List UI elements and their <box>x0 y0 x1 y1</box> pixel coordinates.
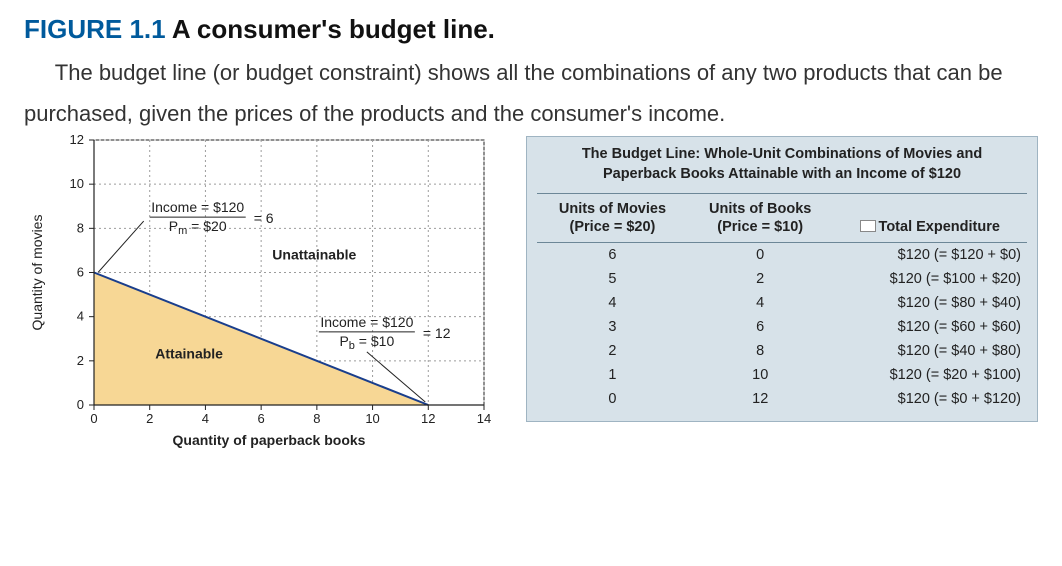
budget-chart: 0 2 4 6 8 10 12 14 0 2 4 6 8 10 12 Quantity of paperbac… <box>24 130 504 460</box>
cell-movies: 2 <box>537 339 688 363</box>
cell-movies: 4 <box>537 291 688 315</box>
cell-books: 4 <box>688 291 833 315</box>
col-movies-h1: Units of Movies <box>559 201 666 217</box>
budget-table-wrap: The Budget Line: Whole-Unit Combinations… <box>526 136 1038 421</box>
table-row: 60$120 (= $120 + $0) <box>537 242 1027 267</box>
cell-total: $120 (= $120 + $0) <box>833 242 1028 267</box>
col-movies-header: Units of Movies (Price = $20) <box>537 194 688 243</box>
svg-text:= 12: = 12 <box>423 325 451 341</box>
cell-total: $120 (= $80 + $40) <box>833 291 1028 315</box>
col-total-h1: Total Expenditure <box>879 219 1000 235</box>
table-row: 28$120 (= $40 + $80) <box>537 339 1027 363</box>
svg-text:12: 12 <box>421 411 435 426</box>
svg-text:Attainable: Attainable <box>155 346 223 362</box>
table-row: 012$120 (= $0 + $120) <box>537 387 1027 411</box>
svg-text:0: 0 <box>90 411 97 426</box>
col-books-h2: (Price = $10) <box>692 218 829 236</box>
svg-text:= 6: = 6 <box>254 210 274 226</box>
legend-swatch-icon <box>860 220 876 232</box>
svg-text:Unattainable: Unattainable <box>272 247 356 263</box>
svg-text:10: 10 <box>365 411 379 426</box>
cell-movies: 1 <box>537 363 688 387</box>
cell-books: 10 <box>688 363 833 387</box>
cell-movies: 3 <box>537 315 688 339</box>
svg-text:Income = $120: Income = $120 <box>320 314 413 330</box>
figure-caption: The budget line (or budget constraint) s… <box>24 53 1038 134</box>
svg-text:4: 4 <box>202 411 209 426</box>
table-row: 36$120 (= $60 + $60) <box>537 315 1027 339</box>
cell-movies: 5 <box>537 267 688 291</box>
svg-text:10: 10 <box>70 177 84 192</box>
svg-text:6: 6 <box>258 411 265 426</box>
svg-text:8: 8 <box>77 221 84 236</box>
svg-text:12: 12 <box>70 132 84 147</box>
col-books-header: Units of Books (Price = $10) <box>688 194 833 243</box>
cell-books: 12 <box>688 387 833 411</box>
budget-table-title: The Budget Line: Whole-Unit Combinations… <box>537 143 1027 193</box>
svg-text:4: 4 <box>77 309 84 324</box>
svg-text:6: 6 <box>77 265 84 280</box>
content-row: 02468101214024681012Quantity of paperbac… <box>24 130 1038 460</box>
svg-text:Quantity of movies: Quantity of movies <box>29 215 45 331</box>
figure-container: FIGURE 1.1 A consumer's budget line. The… <box>0 0 1062 480</box>
cell-movies: 0 <box>537 387 688 411</box>
cell-total: $120 (= $0 + $120) <box>833 387 1028 411</box>
svg-text:0: 0 <box>77 397 84 412</box>
table-row: 52$120 (= $100 + $20) <box>537 267 1027 291</box>
svg-text:2: 2 <box>146 411 153 426</box>
svg-text:14: 14 <box>477 411 491 426</box>
col-movies-h2: (Price = $20) <box>541 218 684 236</box>
svg-text:Income = $120: Income = $120 <box>151 199 244 215</box>
svg-text:8: 8 <box>313 411 320 426</box>
figure-title: FIGURE 1.1 A consumer's budget line. <box>24 14 1038 45</box>
cell-books: 8 <box>688 339 833 363</box>
figure-title-text: A consumer's budget line. <box>172 14 495 44</box>
cell-total: $120 (= $100 + $20) <box>833 267 1028 291</box>
cell-movies: 6 <box>537 242 688 267</box>
svg-text:2: 2 <box>77 353 84 368</box>
figure-label: FIGURE 1.1 <box>24 14 166 44</box>
budget-table: Units of Movies (Price = $20) Units of B… <box>537 194 1027 411</box>
col-total-header: Total Expenditure <box>833 194 1028 243</box>
cell-books: 0 <box>688 242 833 267</box>
col-books-h1: Units of Books <box>709 201 811 217</box>
cell-total: $120 (= $20 + $100) <box>833 363 1028 387</box>
cell-books: 2 <box>688 267 833 291</box>
table-row: 110$120 (= $20 + $100) <box>537 363 1027 387</box>
cell-total: $120 (= $40 + $80) <box>833 339 1028 363</box>
svg-text:Quantity of paperback books: Quantity of paperback books <box>173 432 366 448</box>
table-row: 44$120 (= $80 + $40) <box>537 291 1027 315</box>
chart-svg: 0 2 4 6 8 10 12 14 0 2 4 6 8 10 12 Quantity of paperbac… <box>24 130 504 460</box>
cell-books: 6 <box>688 315 833 339</box>
cell-total: $120 (= $60 + $60) <box>833 315 1028 339</box>
